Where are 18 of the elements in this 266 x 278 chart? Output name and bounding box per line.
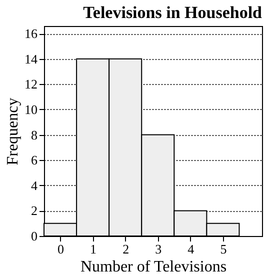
y-tick-label: 10 xyxy=(24,102,38,117)
x-tick-label: 0 xyxy=(58,242,64,256)
y-tick-label: 6 xyxy=(31,152,38,168)
y-tick-label: 2 xyxy=(31,203,38,218)
y-tick-label: 14 xyxy=(24,51,38,66)
x-axis-title: Number of Televisions xyxy=(80,258,227,276)
x-tick-label: 5 xyxy=(220,242,227,256)
y-axis-title: Frequency xyxy=(4,98,22,166)
chart-title: Televisions in Household xyxy=(83,3,263,22)
x-tick-label: 2 xyxy=(122,242,130,256)
x-tick-label: 3 xyxy=(155,242,162,256)
x-tick-label: 1 xyxy=(90,242,97,256)
y-tick-label: 12 xyxy=(24,76,38,92)
y-tick-label: 4 xyxy=(31,178,38,193)
y-tick-label: 0 xyxy=(31,228,38,244)
x-tick-label: 4 xyxy=(188,242,195,256)
y-tick-label: 8 xyxy=(31,127,38,142)
y-tick-label: 16 xyxy=(24,26,38,42)
